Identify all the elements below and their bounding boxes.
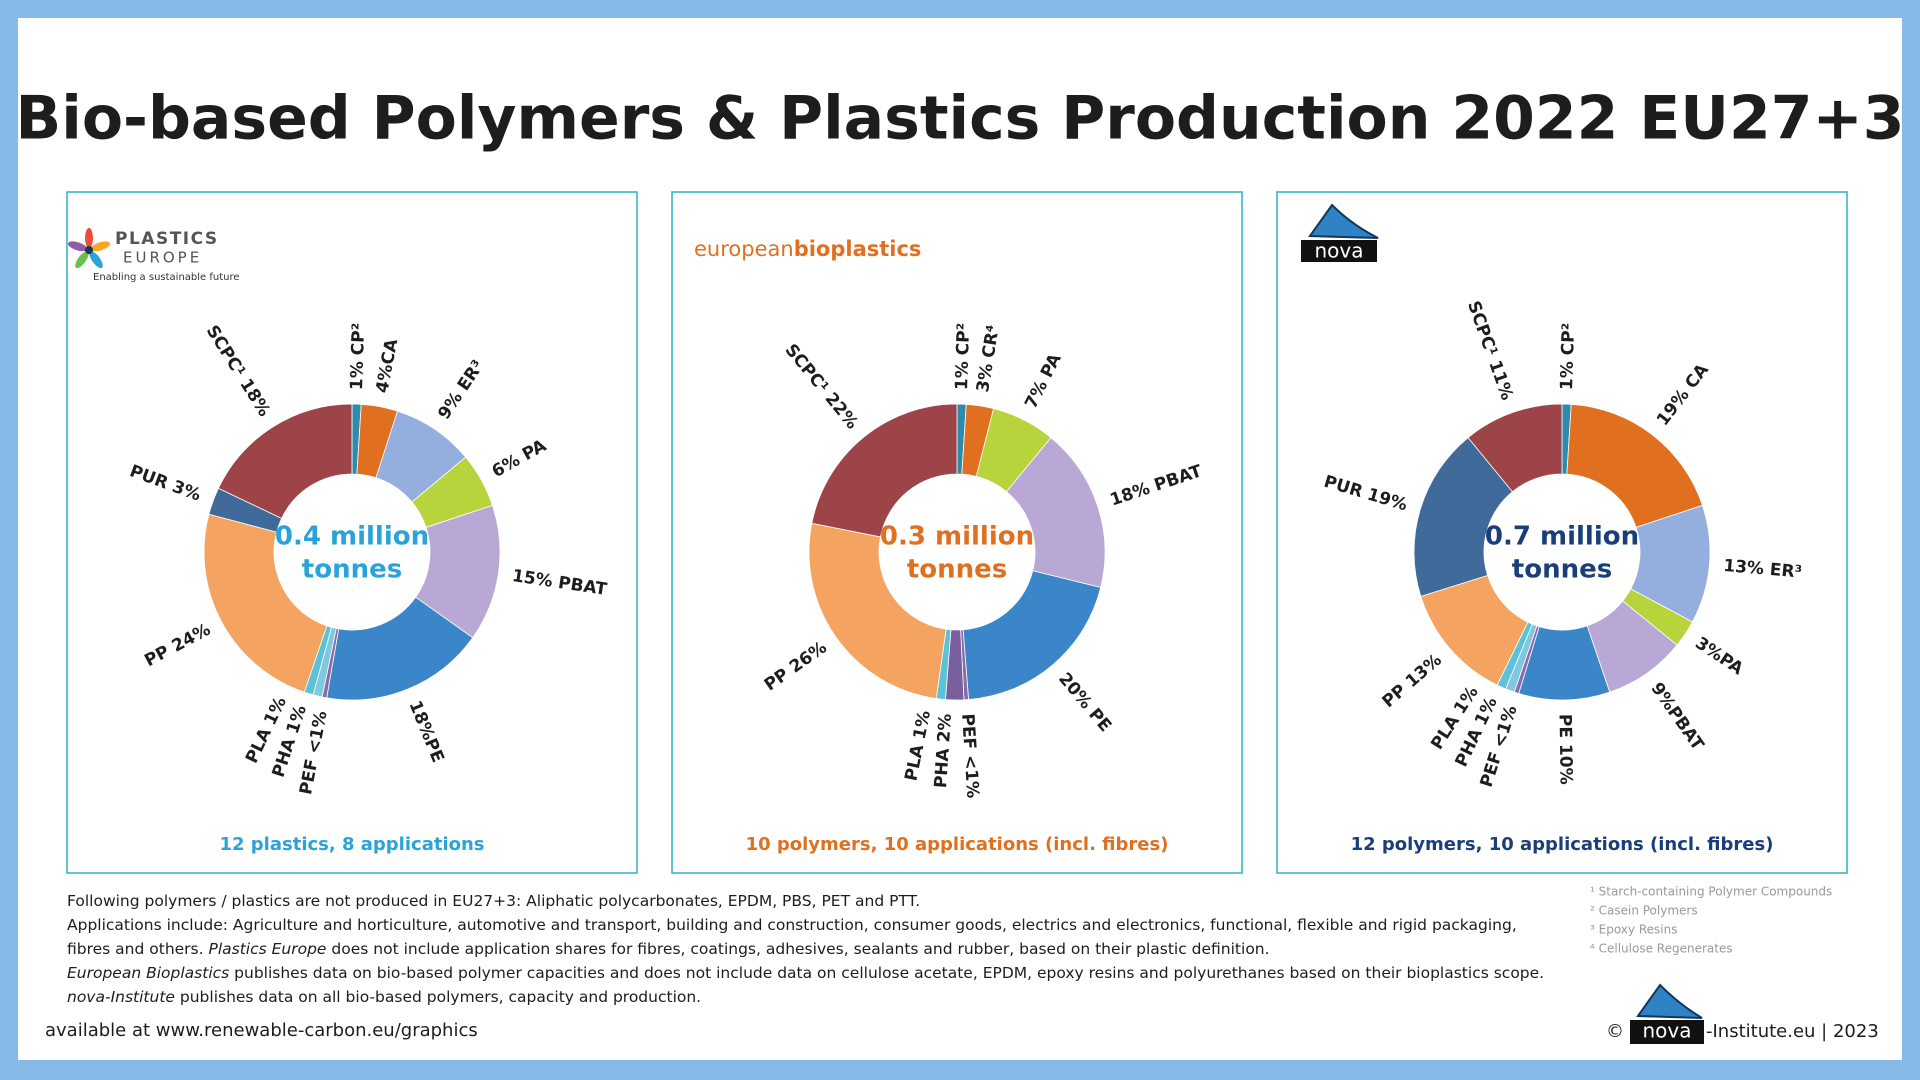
footnote: ² Casein Polymers: [1590, 904, 1698, 918]
donut-slice: [962, 570, 1102, 700]
donut-slice: [217, 403, 353, 519]
panel-caption: 12 polymers, 10 applications (incl. fibr…: [1351, 834, 1774, 855]
center-text: tonnes: [302, 555, 402, 585]
center-text: tonnes: [1512, 555, 1612, 585]
panel-caption: 10 polymers, 10 applications (incl. fibr…: [746, 834, 1169, 855]
note-segment: European Bioplastics: [67, 964, 229, 982]
logo-sail: [1636, 983, 1703, 1019]
center-text: 0.7 million: [1485, 522, 1639, 552]
logo-text: EUROPE: [123, 249, 202, 267]
copyright-logo: nova: [1642, 1019, 1691, 1043]
panel: [671, 191, 1243, 874]
copyright: © nova -Institute.eu | 2023: [1606, 983, 1879, 1044]
logo-petal: [90, 241, 111, 252]
logo-text: bioplastics: [794, 237, 922, 261]
note-line: nova-Institute publishes data on all bio…: [67, 988, 701, 1006]
copyright-symbol: ©: [1606, 1021, 1624, 1042]
logo-sail: [1308, 203, 1379, 239]
slice-label: 1% CP²: [952, 323, 974, 391]
donut-slice: [203, 513, 328, 693]
note-segment: does not include application shares for …: [326, 940, 1269, 958]
donut-slice: [1566, 403, 1703, 528]
slice-label: 1% CP²: [347, 323, 369, 391]
footnote: ⁴ Cellulose Regenerates: [1590, 942, 1733, 956]
slice-label: 1% CP²: [1557, 323, 1579, 391]
logo-petal: [75, 251, 89, 269]
note-segment: fibres and others.: [67, 940, 208, 958]
nova-logo: nova: [1301, 203, 1379, 263]
donut-slice: [808, 522, 947, 699]
note-segment: Applications include: Agriculture and ho…: [67, 916, 1517, 934]
panel-caption: 12 plastics, 8 applications: [219, 834, 484, 855]
logo-text: nova: [1314, 239, 1363, 263]
logo-petal: [85, 228, 93, 248]
logo-box: [1301, 240, 1377, 262]
copyright-text: -Institute.eu | 2023: [1706, 1021, 1879, 1042]
note-line: European Bioplastics publishes data on b…: [67, 964, 1544, 982]
european-bioplastics-logo: europeanbioplastics: [694, 237, 921, 261]
donut-slice: [811, 403, 958, 538]
title: Bio-based Polymers & Plastics Production…: [16, 84, 1905, 154]
center-text: tonnes: [907, 555, 1007, 585]
panel: [66, 191, 638, 874]
logo-text: european: [694, 237, 794, 261]
note-line: fibres and others. Plastics Europe does …: [67, 940, 1270, 958]
note-line: Applications include: Agriculture and ho…: [67, 916, 1517, 934]
note-segment: publishes data on bio-based polymer capa…: [229, 964, 1544, 982]
logo-text: PLASTICS: [115, 229, 219, 249]
note-line: Following polymers / plastics are not pr…: [67, 892, 920, 910]
note-segment: Following polymers / plastics are not pr…: [67, 892, 920, 910]
note-segment: publishes data on all bio-based polymers…: [175, 988, 701, 1006]
note-segment: Plastics Europe: [208, 940, 326, 958]
donut-slice: [1005, 437, 1106, 588]
footnote: ¹ Starch-containing Polymer Compounds: [1590, 885, 1832, 899]
logo-box: [1630, 1020, 1704, 1044]
center-text: 0.4 million: [275, 522, 429, 552]
source: available at www.renewable-carbon.eu/gra…: [45, 1020, 478, 1041]
footnote: ³ Epoxy Resins: [1590, 923, 1677, 937]
logo-petal: [89, 251, 103, 269]
logo-core: [85, 246, 93, 254]
center-text: 0.3 million: [880, 522, 1034, 552]
logo-tagline: Enabling a sustainable future: [93, 272, 240, 283]
logo-petal: [67, 241, 88, 252]
donut-slice: [1467, 403, 1563, 493]
panel: [1276, 191, 1848, 874]
donut-slice: [326, 596, 474, 701]
donut-slice: [1413, 437, 1514, 597]
slice-label: PE 10%: [1555, 714, 1576, 785]
note-segment: nova-Institute: [67, 988, 175, 1006]
